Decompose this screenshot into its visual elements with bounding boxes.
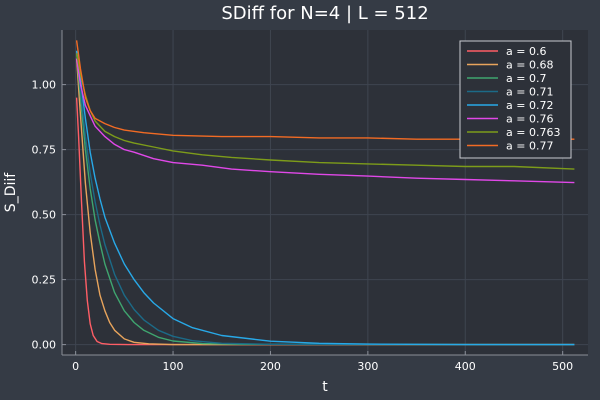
x-tick-label: 0 (72, 360, 79, 373)
series-line-4 (75, 50, 575, 346)
legend-box (459, 40, 572, 159)
legend-label-6: a = 0.76 (506, 113, 553, 126)
y-tick-label: 0.50 (32, 209, 57, 222)
y-tick-label: 0.00 (32, 339, 57, 352)
series-line-5 (75, 50, 575, 346)
x-tick-label: 500 (552, 360, 573, 373)
legend-label-5: a = 0.72 (506, 99, 553, 112)
y-tick-label: 0.75 (32, 144, 57, 157)
legend-label-2: a = 0.68 (506, 59, 553, 72)
x-tick-label: 200 (260, 360, 281, 373)
series-line-2 (75, 58, 575, 346)
x-tick-label: 100 (163, 360, 184, 373)
tick-labels: 0 100 200 300 400 500 0.00 0.25 0.50 0.75 1.00 (32, 79, 574, 373)
y-tick-label: 1.00 (32, 79, 57, 92)
x-tick-label: 400 (455, 360, 476, 373)
chart-title: SDiff for N=4 | L = 512 (221, 3, 428, 24)
legend-label-8: a = 0.77 (506, 140, 553, 153)
x-axis-title: t (322, 379, 328, 395)
y-axis-title: S_Diif (3, 172, 19, 212)
y-tick-label: 0.25 (32, 274, 57, 287)
legend-label-1: a = 0.6 (506, 45, 546, 58)
axes (61, 30, 588, 356)
series-line-1 (75, 97, 575, 346)
series-line-6 (75, 58, 575, 184)
series-layer (75, 40, 575, 346)
series-line-8 (75, 40, 575, 140)
x-tick-label: 300 (357, 360, 378, 373)
legend-label-7: a = 0.763 (506, 126, 560, 139)
series-line-3 (75, 53, 575, 346)
legend-label-4: a = 0.71 (506, 86, 553, 99)
legend-label-3: a = 0.7 (506, 72, 546, 85)
legend: a = 0.6a = 0.68a = 0.7a = 0.71a = 0.72a … (459, 40, 572, 159)
